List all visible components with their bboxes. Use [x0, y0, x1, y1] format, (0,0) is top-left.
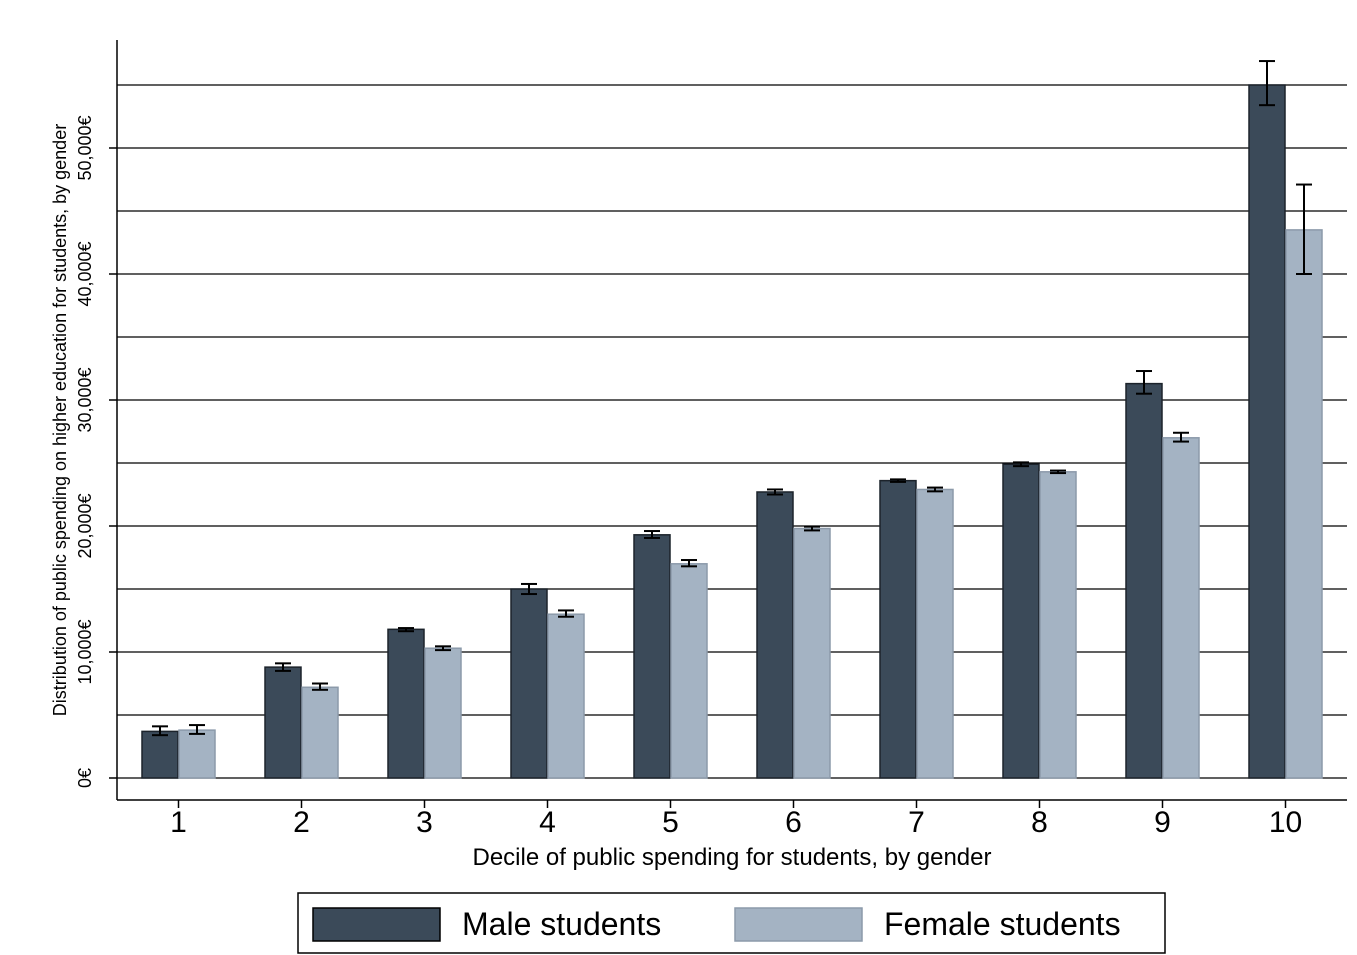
x-ticks: 1 2 3 4 5 6 7 8 9 10: [170, 800, 1302, 839]
x-tick-label: 2: [293, 806, 310, 839]
x-tick-label: 10: [1269, 806, 1302, 839]
bar-female: [793, 527, 831, 779]
bars: [141, 84, 1323, 779]
y-tick-label: 40,000€: [75, 241, 95, 306]
y-ticks: 0€ 10,000€ 20,000€ 30,000€ 40,000€ 50,000€: [75, 115, 117, 788]
legend-label-female: Female students: [884, 906, 1121, 942]
y-tick-label: 0€: [75, 768, 95, 788]
bar-male: [633, 534, 671, 779]
legend-box: [297, 892, 1166, 954]
x-tick-label: 4: [539, 806, 556, 839]
bar-female: [1162, 437, 1200, 779]
x-tick-label: 8: [1031, 806, 1048, 839]
bar-male: [264, 666, 302, 779]
x-tick-label: 6: [785, 806, 802, 839]
bar-female: [1039, 471, 1077, 779]
y-axis-title: Distribution of public spending on highe…: [50, 124, 70, 716]
y-tick-label: 20,000€: [75, 493, 95, 558]
legend: Male students Female students: [297, 892, 1166, 954]
y-tick-label: 30,000€: [75, 367, 95, 432]
bar-female: [916, 488, 954, 779]
legend-swatch-male: [312, 907, 441, 942]
bar-female: [178, 729, 216, 779]
bar-female: [424, 647, 462, 779]
bar-female: [1285, 229, 1323, 779]
bar-male: [1248, 84, 1286, 779]
x-axis-title: Decile of public spending for students, …: [473, 844, 992, 871]
bar-female: [670, 563, 708, 779]
bar-female: [547, 613, 585, 779]
y-tick-label: 50,000€: [75, 115, 95, 180]
x-tick-label: 9: [1154, 806, 1171, 839]
bar-male: [141, 730, 179, 779]
legend-swatch-female: [734, 907, 863, 942]
bar-male: [510, 588, 548, 779]
bar-male: [1125, 382, 1163, 779]
gridlines: [117, 84, 1347, 779]
x-tick-label: 1: [170, 806, 187, 839]
bar-male: [387, 628, 425, 779]
bar-male: [1002, 463, 1040, 779]
bar-male: [879, 479, 917, 779]
legend-label-male: Male students: [462, 906, 661, 942]
y-tick-label: 10,000€: [75, 619, 95, 684]
x-tick-label: 7: [908, 806, 925, 839]
x-tick-label: 5: [662, 806, 679, 839]
error-bars: [152, 60, 1312, 737]
x-tick-label: 3: [416, 806, 433, 839]
bar-female: [301, 686, 339, 779]
bar-male: [756, 491, 794, 779]
axes: [116, 40, 1347, 801]
